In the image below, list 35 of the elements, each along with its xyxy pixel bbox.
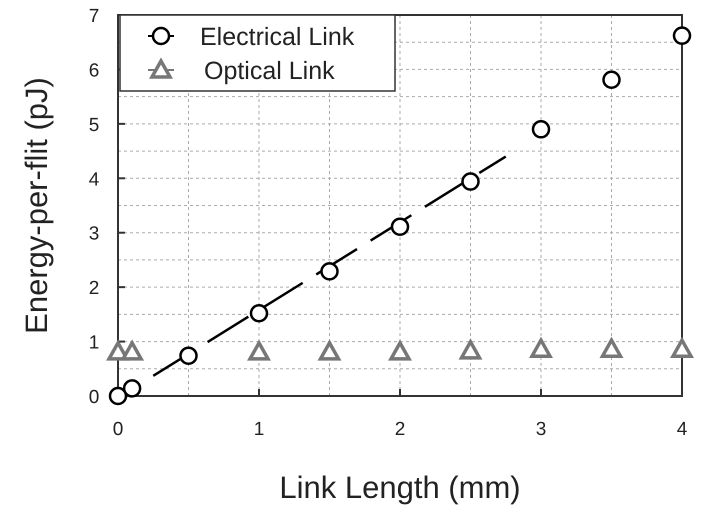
point xyxy=(389,341,411,361)
point xyxy=(248,341,270,361)
point xyxy=(532,120,550,139)
legend-label: Optical Link xyxy=(204,57,336,85)
point xyxy=(530,338,552,358)
point xyxy=(318,341,340,361)
point xyxy=(602,70,621,90)
point xyxy=(671,338,693,358)
x-tick-label: 0 xyxy=(112,419,124,440)
x-tick-label: 4 xyxy=(676,419,688,440)
y-tick-label: 4 xyxy=(88,169,100,190)
y-tick-label: 3 xyxy=(88,224,100,245)
point xyxy=(179,346,198,365)
y-tick-label: 7 xyxy=(88,6,100,27)
point xyxy=(461,172,480,191)
point xyxy=(390,217,410,236)
point xyxy=(460,340,482,360)
y-tick-label: 6 xyxy=(88,60,100,82)
point xyxy=(600,338,622,358)
point xyxy=(121,341,143,361)
x-tick-label: 2 xyxy=(394,419,406,440)
x-tick-label: 1 xyxy=(254,419,264,440)
point xyxy=(108,386,128,406)
x-tick-label: 3 xyxy=(536,419,546,440)
y-tick-label: 5 xyxy=(88,114,100,136)
point xyxy=(250,304,268,323)
y-tick-label: 1 xyxy=(88,332,100,354)
y-tick-label: 2 xyxy=(88,278,100,300)
legend-label: Electrical Link xyxy=(200,23,355,51)
y-axis-title: Energy-per-flit (pJ) xyxy=(19,77,54,334)
point xyxy=(122,379,142,398)
point xyxy=(672,26,692,45)
point xyxy=(320,262,339,281)
x-axis-title: Link Length (mm) xyxy=(279,470,521,505)
y-tick-label: 0 xyxy=(88,387,100,408)
